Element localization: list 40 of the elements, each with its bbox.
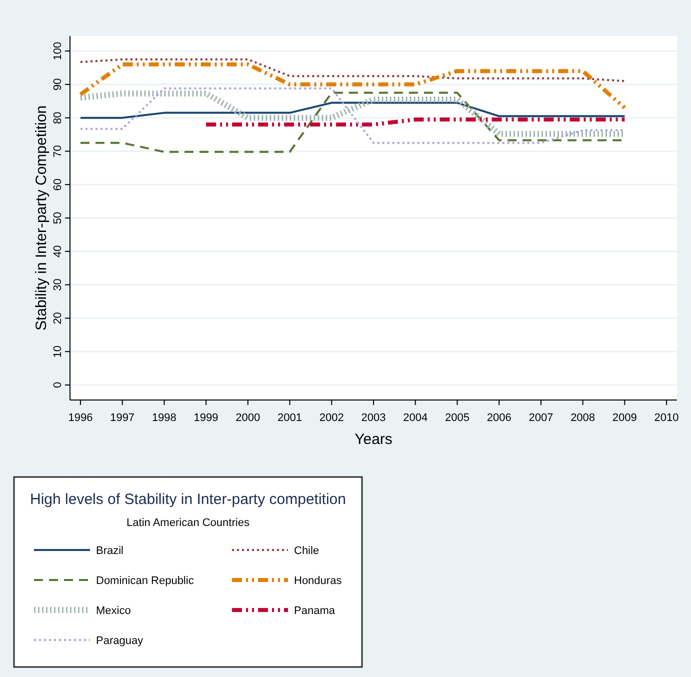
x-tick-label: 1997	[110, 412, 135, 424]
line-series	[79, 58, 626, 82]
legend-label: Chile	[294, 545, 320, 557]
y-tick-label: 100	[52, 42, 64, 60]
y-tick-label: 30	[52, 278, 64, 291]
legend-title: High levels of Stability in Inter-party competition	[30, 491, 346, 508]
legend-label: Paraguay	[96, 635, 144, 647]
y-tick-label: 70	[52, 145, 64, 158]
text: Latin American Countries	[126, 517, 250, 529]
y-tick-label: 10	[52, 345, 64, 358]
x-tick-label: 2004	[403, 412, 428, 424]
y-axis-title: Stability in Inter-party Competition	[33, 105, 50, 331]
x-tick-label: 1996	[68, 412, 93, 424]
x-axis-title: Years	[354, 431, 392, 448]
x-tick-label: 2006	[486, 412, 512, 424]
legend-label: Dominican Republic	[96, 575, 194, 587]
y-tick-label: 50	[52, 212, 64, 224]
line-series	[79, 102, 626, 119]
legend-label: Panama	[294, 605, 336, 617]
x-tick-label: 2005	[444, 412, 470, 424]
x-tick-label: 2010	[654, 412, 679, 424]
y-tick-label: 20	[52, 312, 64, 324]
x-tick-label: 2009	[612, 412, 637, 424]
x-tick-label: 1999	[194, 412, 218, 424]
x-tick-label: 2002	[319, 412, 344, 424]
x-tick-label: 2003	[361, 412, 386, 424]
legend-label: Mexico	[96, 605, 131, 617]
legend-label: Honduras	[294, 575, 342, 587]
y-tick-label: 90	[52, 78, 64, 91]
y-tick-label: 60	[52, 178, 64, 191]
y-tick-label: 80	[52, 112, 64, 124]
y-tick-label: 0	[52, 382, 64, 388]
x-tick-label: 1998	[152, 412, 176, 424]
x-tick-label: 2007	[528, 412, 554, 424]
legend-label: Brazil	[96, 545, 124, 557]
line-series	[78, 62, 627, 110]
x-tick-label: 2008	[570, 412, 596, 424]
x-tick-label: 2000	[236, 412, 260, 424]
y-tick-label: 40	[52, 245, 64, 258]
x-tick-label: 2001	[278, 412, 302, 424]
